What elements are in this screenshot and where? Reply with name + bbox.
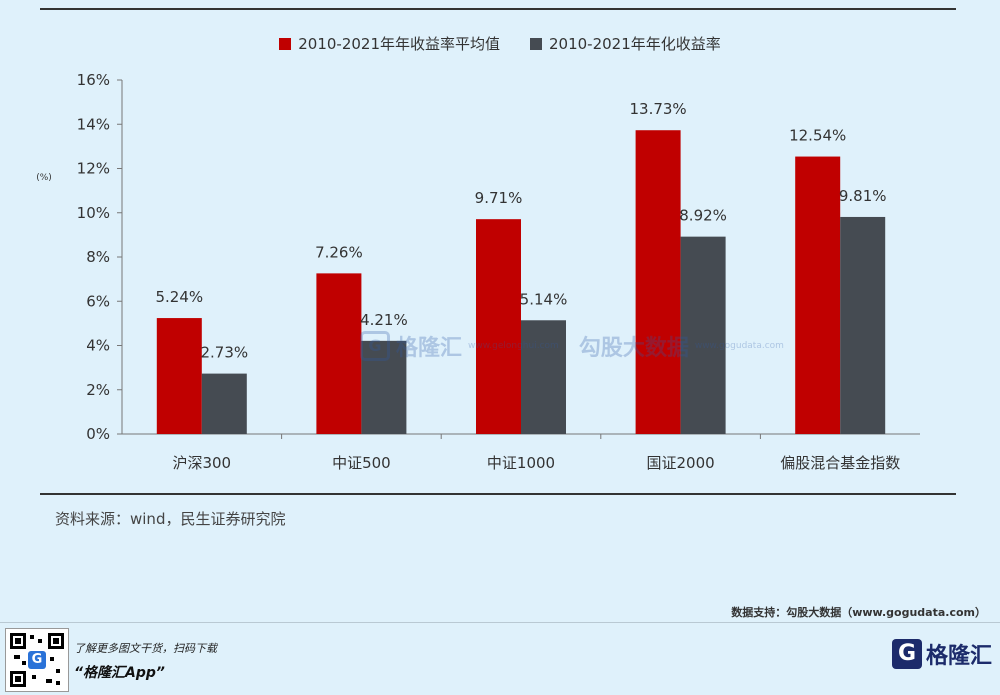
qr-pattern-icon — [10, 633, 64, 687]
qr-logo-icon: G — [28, 651, 46, 669]
data-label-series-1: 7.26% — [315, 243, 363, 261]
legend-swatch-series-2 — [530, 37, 542, 50]
bar-series-1 — [795, 156, 841, 435]
bar-series-2 — [680, 236, 726, 434]
footer-rule — [0, 622, 1000, 623]
y-tick-label: 16% — [77, 71, 110, 89]
bottom-rule — [40, 493, 956, 495]
data-label-series-2: 2.73% — [200, 344, 248, 362]
x-tick-label: 中证1000 — [487, 454, 555, 472]
y-tick-label: 6% — [86, 292, 110, 310]
data-support-note: 数据支持：勾股大数据（www.gogudata.com） — [731, 606, 986, 619]
data-label-series-2: 4.21% — [360, 311, 408, 329]
x-tick-label: 偏股混合基金指数 — [780, 454, 900, 472]
data-label-series-1: 9.71% — [475, 189, 523, 207]
top-rule — [40, 8, 956, 10]
chart-legend: 2010-2021年年收益率平均值 2010-2021年年化收益率 — [0, 33, 1000, 54]
y-tick-label: 12% — [77, 160, 110, 178]
legend-item-series-1: 2010-2021年年收益率平均值 — [279, 33, 500, 54]
data-label-series-2: 9.81% — [839, 187, 887, 205]
watermark: G 格隆汇 www.gelonghui.com 勾股大数据 www.goguda… — [360, 330, 784, 362]
footer-app-name: “格隆汇App” — [74, 665, 165, 681]
data-label-series-2: 8.92% — [679, 207, 727, 225]
brand-name: 格隆汇 — [925, 644, 992, 669]
bar-series-2 — [361, 340, 407, 434]
legend-swatch-series-1 — [279, 37, 292, 50]
bar-series-2 — [201, 373, 247, 434]
x-tick-label: 沪深300 — [172, 454, 231, 472]
data-label-series-2: 5.14% — [520, 290, 568, 308]
bar-series-1 — [635, 130, 681, 434]
legend-label-series-1: 2010-2021年年收益率平均值 — [298, 35, 500, 53]
watermark-data: 勾股大数据 — [578, 336, 689, 361]
watermark-logo-icon: G — [360, 331, 390, 361]
y-unit-label: (%) — [36, 173, 52, 183]
y-tick-label: 8% — [86, 248, 110, 266]
bar-series-1 — [476, 219, 521, 434]
y-tick-label: 10% — [77, 204, 110, 222]
bar-chart: (%) 0% 2% 4% 6% 8% 10% 12% 14% 16% 沪深300 5.24% 2.73%… — [36, 71, 920, 472]
bar-series-1 — [156, 318, 202, 434]
qr-code[interactable]: G — [5, 628, 69, 692]
legend-label-series-2: 2010-2021年年化收益率 — [549, 35, 721, 53]
data-label-series-1: 12.54% — [789, 127, 846, 145]
y-tick-label: 0% — [86, 425, 110, 443]
y-tick-label: 14% — [77, 115, 110, 133]
bar-series-1 — [316, 273, 362, 434]
brand-logo: G 格隆汇 — [891, 638, 992, 670]
source-note: 资料来源：wind，民生证券研究院 — [55, 510, 286, 528]
data-label-series-1: 5.24% — [155, 288, 203, 306]
watermark-brand: 格隆汇 — [396, 336, 463, 361]
legend-item-series-2: 2010-2021年年化收益率 — [530, 33, 721, 54]
bar-series-2 — [521, 320, 566, 434]
footer-promo-text: 了解更多图文干货，扫码下载 — [74, 642, 217, 655]
data-label-series-1: 13.73% — [629, 100, 686, 118]
y-tick-label: 2% — [86, 381, 110, 399]
watermark-data-url: www.gogudata.com — [694, 341, 784, 351]
x-tick-label: 中证500 — [332, 454, 391, 472]
watermark-url: www.gelonghui.com — [468, 341, 559, 351]
x-tick-label: 国证2000 — [647, 454, 715, 472]
brand-g-icon: G — [891, 639, 922, 669]
y-tick-label: 4% — [86, 337, 110, 355]
bar-series-2 — [840, 216, 886, 434]
